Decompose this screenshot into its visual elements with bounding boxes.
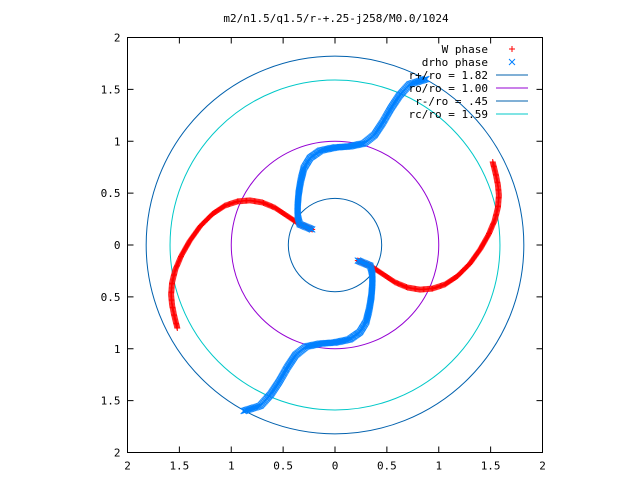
series-points-0	[168, 159, 502, 331]
y-tick-label: 2	[114, 447, 121, 460]
legend-label-3: ro/ro = 1.00	[409, 82, 488, 95]
marker-stroke	[240, 407, 248, 415]
x-tick-label: 1.5	[481, 460, 501, 473]
y-tick-label: 2	[114, 32, 121, 45]
legend-label-5: rc/ro = 1.59	[409, 108, 488, 121]
legend-marker-0	[509, 46, 515, 52]
x-tick-label: 1.5	[169, 460, 189, 473]
y-tick-label: 0.5	[101, 291, 121, 304]
series-circle-5	[169, 79, 501, 411]
marker-stroke	[241, 407, 249, 414]
y-tick-label: 1.5	[101, 395, 121, 408]
y-tick-label: 0.5	[101, 187, 121, 200]
legend-label-4: r-/ro = .45	[415, 95, 488, 108]
data-marks	[145, 55, 525, 435]
x-tick-label: 0	[332, 460, 339, 473]
marker-stroke	[242, 406, 250, 414]
x-tick-label: 1	[435, 460, 442, 473]
chart-title: m2/n1.5/q1.5/r-+.25-j258/M0.0/1024	[223, 12, 449, 25]
y-tick-label: 1	[114, 343, 121, 356]
series-circle-4	[287, 197, 383, 293]
legend-label-1: drho phase	[422, 56, 488, 69]
marker-stroke	[359, 140, 367, 147]
marker-stroke	[420, 76, 428, 84]
x-tick-label: 0.5	[377, 460, 397, 473]
x-tick-label: 1	[228, 460, 235, 473]
marker-stroke	[422, 75, 430, 83]
marker-stroke	[300, 166, 307, 173]
x-tick-label: 0.5	[273, 460, 293, 473]
marker-stroke	[508, 58, 516, 66]
x-tick-label: 2	[539, 460, 546, 473]
marker-stroke	[303, 343, 311, 350]
marker-stroke	[363, 317, 370, 324]
series-circle-3	[230, 140, 440, 350]
x-tick-label: 2	[124, 460, 131, 473]
legend-label-2: r+/ro = 1.82	[409, 69, 488, 82]
y-tick-label: 1.5	[101, 83, 121, 96]
axis-ticks: 2 1.5 1 0.5 0 0.5 1 1.5 221.510.500.511.52	[101, 32, 546, 473]
legend-marker-1	[508, 58, 516, 66]
series-points-1	[240, 75, 430, 415]
y-tick-label: 0	[114, 239, 121, 252]
series-circle-2	[145, 55, 525, 435]
y-tick-label: 1	[114, 135, 121, 148]
marker-stroke	[421, 76, 429, 83]
legend-label-0: W phase	[442, 43, 488, 56]
